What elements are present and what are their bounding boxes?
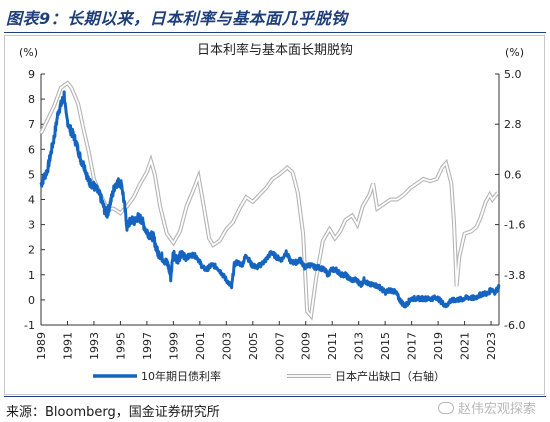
x-tick-label: 1989 xyxy=(35,332,48,360)
right-axis-ticks: 5.0 2.8 0.6 -1.6 -3.8 -6.0 xyxy=(495,68,525,332)
footer-rule xyxy=(4,396,546,397)
x-tick-label: 2005 xyxy=(247,332,260,360)
x-tick-label: 2023 xyxy=(485,332,498,360)
wechat-icon xyxy=(437,401,454,414)
left-axis-unit: (%) xyxy=(19,46,38,59)
left-tick-label: 1 xyxy=(28,269,35,282)
legend-label-gap: 日本产出缺口（右轴） xyxy=(335,369,445,383)
chart-frame: 日本利率与基本面长期脱钩 (%) (%) -1 0 1 2 3 4 5 6 7 8 9 5.0 2.8… xyxy=(4,35,545,395)
right-tick-label: -6.0 xyxy=(504,319,525,332)
chart-title: 日本利率与基本面长期脱钩 xyxy=(197,42,353,58)
chart: 日本利率与基本面长期脱钩 (%) (%) -1 0 1 2 3 4 5 6 7 8 9 5.0 2.8… xyxy=(19,42,525,383)
x-tick-label: 2017 xyxy=(406,332,419,360)
left-tick-label: 0 xyxy=(28,294,35,307)
x-tick-label: 2013 xyxy=(353,332,366,360)
left-tick-label: 3 xyxy=(28,219,35,232)
source-note: 来源：Bloomberg，国金证券研究所 xyxy=(6,405,220,420)
x-axis-ticks: 1989 1991 1993 1995 1997 1999 2001 2003 2005 2007… xyxy=(35,321,498,360)
left-tick-label: 8 xyxy=(28,93,35,106)
legend-label-jgb: 10年期日债利率 xyxy=(141,369,221,383)
x-tick-label: 2001 xyxy=(194,332,207,360)
left-tick-label: 6 xyxy=(28,143,35,156)
x-tick-label: 2009 xyxy=(300,332,313,360)
left-tick-label: 2 xyxy=(28,244,35,257)
watermark: 赵伟宏观探索 xyxy=(437,398,536,417)
right-tick-label: -3.8 xyxy=(504,269,525,282)
left-tick-label: -1 xyxy=(24,319,35,332)
x-tick-label: 1991 xyxy=(61,332,74,360)
watermark-text: 赵伟宏观探索 xyxy=(457,402,536,417)
right-tick-label: 2.8 xyxy=(504,118,522,131)
right-tick-label: -1.6 xyxy=(504,219,525,232)
x-tick-label: 2019 xyxy=(432,332,445,360)
right-axis-unit: (%) xyxy=(505,46,524,59)
x-tick-label: 2003 xyxy=(220,332,233,360)
x-tick-label: 2015 xyxy=(379,332,392,360)
title-rule xyxy=(4,32,546,33)
left-axis-ticks: -1 0 1 2 3 4 5 6 7 8 9 xyxy=(24,68,45,332)
left-tick-label: 4 xyxy=(28,194,35,207)
legend: 10年期日债利率 日本产出缺口（右轴） xyxy=(93,369,445,383)
left-tick-label: 9 xyxy=(28,68,35,81)
x-tick-label: 1997 xyxy=(141,332,154,360)
series-line-jgb-10y xyxy=(39,90,501,309)
x-tick-label: 1999 xyxy=(167,332,180,360)
left-tick-label: 5 xyxy=(28,168,35,181)
right-tick-label: 5.0 xyxy=(504,68,522,81)
left-tick-label: 7 xyxy=(28,118,35,131)
x-tick-label: 2021 xyxy=(459,332,472,360)
x-tick-label: 2011 xyxy=(326,332,339,360)
x-tick-label: 1993 xyxy=(88,332,101,360)
right-tick-label: 0.6 xyxy=(504,168,522,181)
figure-title: 图表9：长期以来，日本利率与基本面几乎脱钩 xyxy=(6,9,348,28)
x-tick-label: 2007 xyxy=(273,332,286,360)
x-tick-label: 1995 xyxy=(114,332,127,360)
series-line-output-gap-inner xyxy=(40,81,499,319)
